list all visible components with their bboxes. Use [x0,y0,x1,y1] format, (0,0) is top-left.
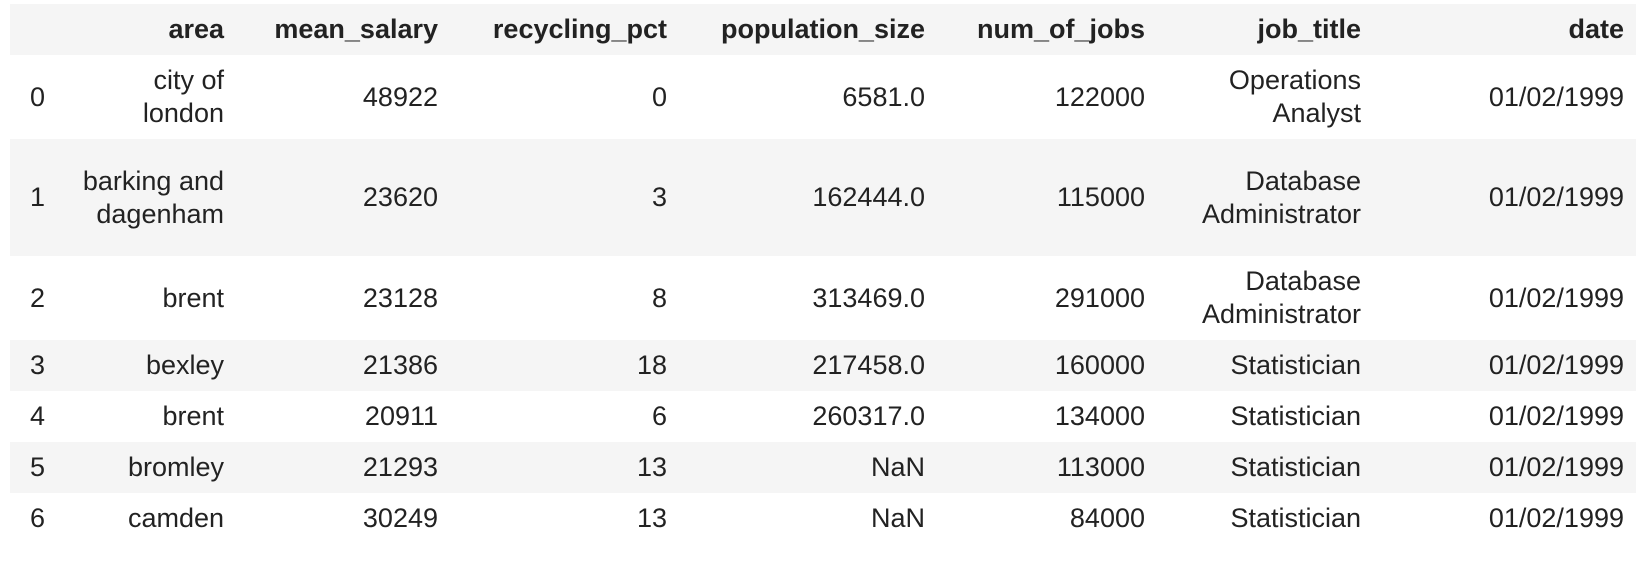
cell-job-title: Operations Analyst [1157,55,1373,139]
cell-date: 01/02/1999 [1373,340,1636,391]
column-header-num-of-jobs: num_of_jobs [937,4,1157,55]
cell-num-of-jobs: 84000 [937,493,1157,544]
table-row: 1 barking and dagenham 23620 3 162444.0 … [10,139,1636,256]
dataframe-table: area mean_salary recycling_pct populatio… [10,4,1636,544]
row-index: 3 [10,340,76,391]
cell-population-size: 162444.0 [679,139,937,256]
column-header-mean-salary: mean_salary [236,4,450,55]
cell-recycling-pct: 13 [450,442,679,493]
row-index: 6 [10,493,76,544]
cell-num-of-jobs: 113000 [937,442,1157,493]
cell-recycling-pct: 3 [450,139,679,256]
cell-area: brent [76,391,236,442]
table-row: 2 brent 23128 8 313469.0 291000 Database… [10,256,1636,340]
column-header-population-size: population_size [679,4,937,55]
cell-mean-salary: 21293 [236,442,450,493]
cell-date: 01/02/1999 [1373,55,1636,139]
cell-job-title: Statistician [1157,442,1373,493]
cell-mean-salary: 48922 [236,55,450,139]
cell-date: 01/02/1999 [1373,391,1636,442]
cell-job-title: Statistician [1157,340,1373,391]
cell-population-size: NaN [679,493,937,544]
table-row: 6 camden 30249 13 NaN 84000 Statistician… [10,493,1636,544]
cell-recycling-pct: 13 [450,493,679,544]
cell-job-title: Database Administrator [1157,256,1373,340]
column-header-recycling-pct: recycling_pct [450,4,679,55]
cell-num-of-jobs: 160000 [937,340,1157,391]
dataframe-output: area mean_salary recycling_pct populatio… [10,4,1636,544]
table-row: 3 bexley 21386 18 217458.0 160000 Statis… [10,340,1636,391]
row-index: 5 [10,442,76,493]
cell-num-of-jobs: 115000 [937,139,1157,256]
cell-population-size: 6581.0 [679,55,937,139]
cell-mean-salary: 20911 [236,391,450,442]
cell-recycling-pct: 8 [450,256,679,340]
cell-date: 01/02/1999 [1373,139,1636,256]
header-row: area mean_salary recycling_pct populatio… [10,4,1636,55]
row-index: 4 [10,391,76,442]
cell-area: bexley [76,340,236,391]
table-row: 5 bromley 21293 13 NaN 113000 Statistici… [10,442,1636,493]
cell-date: 01/02/1999 [1373,493,1636,544]
cell-mean-salary: 30249 [236,493,450,544]
cell-recycling-pct: 6 [450,391,679,442]
cell-date: 01/02/1999 [1373,442,1636,493]
cell-recycling-pct: 18 [450,340,679,391]
cell-area: bromley [76,442,236,493]
column-header-job-title: job_title [1157,4,1373,55]
cell-mean-salary: 23128 [236,256,450,340]
cell-num-of-jobs: 134000 [937,391,1157,442]
cell-area: barking and dagenham [76,139,236,256]
table-row: 4 brent 20911 6 260317.0 134000 Statisti… [10,391,1636,442]
index-column-header [10,4,76,55]
row-index: 1 [10,139,76,256]
cell-area: brent [76,256,236,340]
column-header-area: area [76,4,236,55]
cell-num-of-jobs: 122000 [937,55,1157,139]
column-header-date: date [1373,4,1636,55]
cell-recycling-pct: 0 [450,55,679,139]
table-body: 0 city of london 48922 0 6581.0 122000 O… [10,55,1636,544]
table-row: 0 city of london 48922 0 6581.0 122000 O… [10,55,1636,139]
cell-population-size: 260317.0 [679,391,937,442]
cell-job-title: Statistician [1157,391,1373,442]
cell-population-size: 217458.0 [679,340,937,391]
cell-area: city of london [76,55,236,139]
cell-date: 01/02/1999 [1373,256,1636,340]
cell-job-title: Statistician [1157,493,1373,544]
row-index: 2 [10,256,76,340]
cell-job-title: Database Administrator [1157,139,1373,256]
row-index: 0 [10,55,76,139]
cell-mean-salary: 21386 [236,340,450,391]
cell-population-size: NaN [679,442,937,493]
cell-area: camden [76,493,236,544]
cell-population-size: 313469.0 [679,256,937,340]
cell-num-of-jobs: 291000 [937,256,1157,340]
cell-mean-salary: 23620 [236,139,450,256]
table-header: area mean_salary recycling_pct populatio… [10,4,1636,55]
